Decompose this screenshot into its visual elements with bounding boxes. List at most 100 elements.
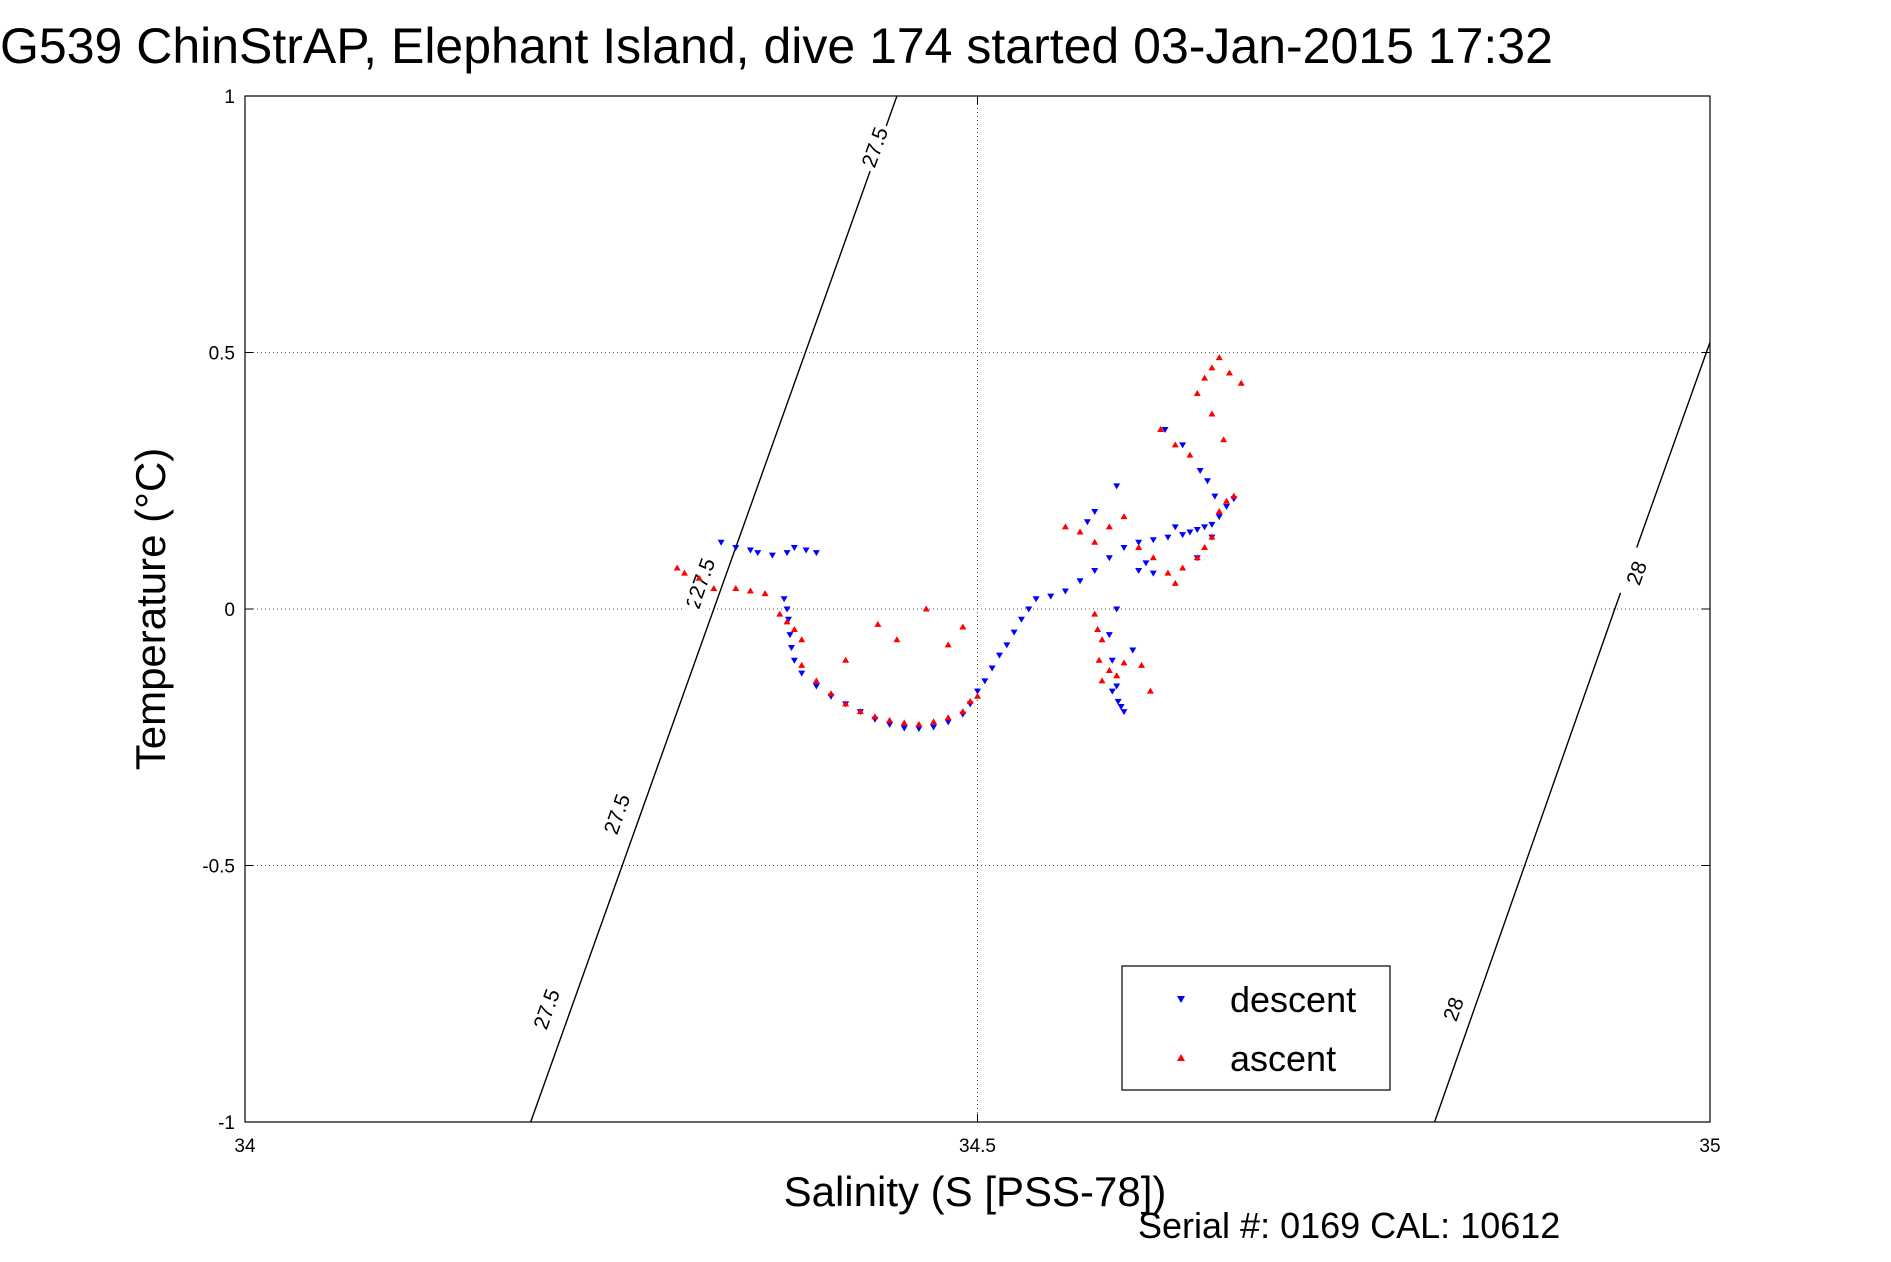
descent-point bbox=[886, 721, 894, 728]
ascent-point bbox=[746, 587, 754, 594]
ascent-point bbox=[776, 610, 784, 617]
grid-lines bbox=[245, 96, 1710, 1122]
descent-point bbox=[930, 724, 938, 731]
descent-point bbox=[988, 665, 996, 672]
descent-point bbox=[1179, 442, 1187, 449]
ascent-point bbox=[1138, 661, 1146, 668]
ascent-point bbox=[922, 605, 930, 612]
ascent-point bbox=[1223, 497, 1231, 504]
ascent-point bbox=[1105, 667, 1113, 674]
descent-point bbox=[1091, 568, 1099, 575]
descent-point bbox=[787, 644, 795, 651]
descent-point bbox=[1211, 493, 1219, 500]
descent-point bbox=[783, 606, 791, 613]
ascent-point bbox=[1076, 528, 1084, 535]
descent-point bbox=[1204, 478, 1212, 485]
descent-point bbox=[981, 678, 989, 685]
legend-box bbox=[1121, 965, 1391, 1091]
ascent-point bbox=[1225, 369, 1233, 376]
descent-point bbox=[1223, 503, 1231, 510]
ascent-point bbox=[812, 677, 820, 684]
descent-point bbox=[1149, 570, 1157, 577]
descent-point bbox=[1003, 642, 1011, 649]
ascent-point bbox=[1120, 659, 1128, 666]
ascent-point bbox=[1095, 656, 1103, 663]
descent-point bbox=[1117, 703, 1125, 710]
ascent-point bbox=[871, 713, 879, 720]
descent-point bbox=[900, 725, 908, 732]
ascent-point bbox=[1164, 569, 1172, 576]
ascent-point bbox=[1237, 379, 1245, 386]
ascent-point bbox=[900, 719, 908, 726]
ascent-point bbox=[1215, 354, 1223, 361]
ascent-point bbox=[1091, 610, 1099, 617]
descent-point bbox=[1091, 509, 1099, 516]
y-tick-label: -1 bbox=[218, 1113, 235, 1134]
ascent-point bbox=[1230, 492, 1238, 499]
ascent-point bbox=[798, 661, 806, 668]
descent-point bbox=[1196, 467, 1204, 474]
descent-point bbox=[1186, 529, 1194, 536]
ascent-point bbox=[1098, 636, 1106, 643]
ascent-point bbox=[1098, 677, 1106, 684]
y-tick-label: 0.5 bbox=[209, 344, 235, 365]
ascent-point bbox=[1215, 508, 1223, 515]
ascent-point bbox=[1186, 451, 1194, 458]
descent-point bbox=[1142, 560, 1150, 567]
x-tick-label: 35 bbox=[1699, 1136, 1720, 1157]
ascent-point bbox=[842, 656, 850, 663]
descent-point bbox=[1083, 519, 1091, 526]
descent-point bbox=[746, 547, 754, 554]
descent-point bbox=[1105, 555, 1113, 562]
descent-point bbox=[802, 547, 810, 554]
descent-point bbox=[974, 688, 981, 695]
ascent-point bbox=[1171, 579, 1179, 586]
descent-point bbox=[1113, 483, 1121, 490]
ascent-point bbox=[1201, 374, 1209, 381]
ascent-point bbox=[1061, 523, 1069, 530]
ascent-point bbox=[856, 708, 864, 715]
descent-point bbox=[786, 632, 794, 639]
ascent-point bbox=[915, 720, 923, 727]
descent-point bbox=[1010, 629, 1018, 636]
axis-ticks: 34 34.5 35 -1 -0.5 0 0.5 1 bbox=[202, 87, 1720, 1157]
descent-point bbox=[798, 670, 806, 677]
contour-label-bg bbox=[854, 120, 896, 175]
descent-point bbox=[785, 616, 793, 623]
contour-line-27.5 bbox=[530, 96, 898, 1122]
x-tick-label: 34 bbox=[234, 1136, 256, 1157]
descent-point bbox=[1161, 426, 1169, 433]
ascent-point bbox=[1208, 533, 1216, 540]
descent-point bbox=[780, 596, 788, 603]
ascent-point bbox=[1091, 538, 1099, 545]
ascent-point bbox=[790, 626, 798, 633]
descent-point bbox=[1108, 688, 1116, 695]
x-axis-label: Salinity (S [PSS-78]) bbox=[784, 1168, 1167, 1215]
y-tick-label: -0.5 bbox=[202, 857, 235, 878]
descent-point bbox=[1061, 588, 1069, 595]
ascent-point bbox=[732, 584, 740, 591]
descent-point bbox=[812, 550, 820, 557]
descent-point bbox=[1025, 606, 1033, 613]
descent-point bbox=[995, 652, 1003, 659]
descent-point bbox=[790, 544, 798, 551]
descent-point bbox=[1179, 532, 1187, 539]
descent-point bbox=[1113, 606, 1121, 613]
ascent-point bbox=[1094, 626, 1102, 633]
legend-descent-label: descent bbox=[1230, 979, 1356, 1020]
ascent-point bbox=[1157, 425, 1165, 432]
ascent-point bbox=[1193, 554, 1201, 561]
descent-point bbox=[1017, 616, 1025, 623]
ascent-point bbox=[944, 714, 952, 721]
scatter-points bbox=[673, 354, 1245, 733]
descent-point bbox=[1108, 657, 1116, 664]
contour-label-bg bbox=[1433, 982, 1474, 1037]
descent-point bbox=[1120, 544, 1128, 551]
descent-point bbox=[812, 683, 820, 690]
legend-ascent-marker bbox=[1177, 1054, 1185, 1061]
contour-label-bg bbox=[1741, 110, 1782, 164]
x-tick-label: 34.5 bbox=[959, 1136, 996, 1157]
descent-point bbox=[1135, 539, 1143, 546]
legend: descent ascent bbox=[1121, 965, 1391, 1091]
ascent-point bbox=[959, 708, 967, 715]
